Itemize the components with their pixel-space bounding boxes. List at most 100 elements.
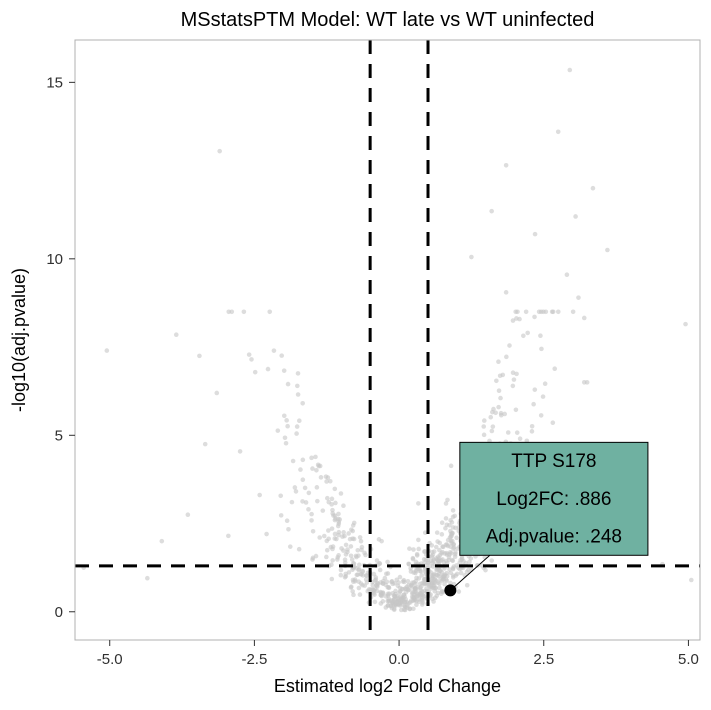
data-point bbox=[326, 528, 331, 533]
data-point bbox=[440, 520, 445, 525]
data-point bbox=[538, 333, 543, 338]
data-point bbox=[454, 536, 459, 541]
data-point bbox=[414, 576, 419, 581]
data-point bbox=[411, 598, 416, 603]
data-point bbox=[445, 498, 450, 503]
data-point bbox=[337, 530, 342, 535]
data-point bbox=[420, 598, 425, 603]
data-point bbox=[291, 459, 296, 464]
data-point bbox=[504, 355, 509, 360]
data-point bbox=[324, 555, 329, 560]
data-point bbox=[359, 539, 364, 544]
data-point bbox=[446, 544, 451, 549]
data-point bbox=[354, 555, 359, 560]
data-point bbox=[386, 603, 391, 608]
data-point bbox=[420, 593, 425, 598]
data-point bbox=[364, 577, 369, 582]
data-point bbox=[325, 548, 330, 553]
data-point bbox=[272, 348, 277, 353]
data-point bbox=[455, 572, 460, 577]
data-point bbox=[525, 331, 530, 336]
volcano-plot-container: TTP S178Log2FC: .886Adj.pvalue: .248-5.0… bbox=[0, 0, 711, 710]
x-tick-label: 0.0 bbox=[389, 651, 410, 668]
data-point bbox=[490, 429, 495, 434]
data-point bbox=[346, 531, 351, 536]
data-point bbox=[465, 570, 470, 575]
data-point bbox=[513, 309, 518, 314]
data-point bbox=[453, 526, 458, 531]
data-point bbox=[267, 309, 272, 314]
data-point bbox=[276, 428, 281, 433]
data-point bbox=[330, 497, 335, 502]
data-point bbox=[266, 367, 271, 372]
data-point bbox=[524, 309, 529, 314]
y-tick-label: 0 bbox=[55, 604, 63, 621]
data-point bbox=[551, 420, 556, 425]
data-point bbox=[416, 547, 421, 552]
data-point bbox=[309, 512, 314, 517]
data-point bbox=[358, 572, 363, 577]
data-point bbox=[293, 485, 298, 490]
volcano-plot-svg: TTP S178Log2FC: .886Adj.pvalue: .248-5.0… bbox=[0, 0, 711, 710]
data-point bbox=[539, 309, 544, 314]
data-point bbox=[385, 579, 390, 584]
data-point bbox=[301, 477, 306, 482]
data-point bbox=[444, 559, 449, 564]
data-point bbox=[349, 553, 354, 558]
data-point bbox=[407, 607, 412, 612]
data-point bbox=[296, 371, 301, 376]
data-point bbox=[309, 456, 314, 461]
data-point bbox=[511, 318, 516, 323]
data-point bbox=[400, 587, 405, 592]
data-point bbox=[406, 561, 411, 566]
data-point bbox=[498, 396, 503, 401]
chart-title: MSstatsPTM Model: WT late vs WT uninfect… bbox=[181, 9, 595, 31]
data-point bbox=[429, 543, 434, 548]
data-point bbox=[451, 567, 456, 572]
data-point bbox=[489, 209, 494, 214]
data-point bbox=[311, 529, 316, 534]
data-point bbox=[340, 534, 345, 539]
data-point bbox=[504, 290, 509, 295]
data-point bbox=[482, 433, 487, 438]
x-tick-label: -5.0 bbox=[97, 651, 123, 668]
data-point bbox=[591, 186, 596, 191]
data-point bbox=[330, 511, 335, 516]
data-point bbox=[286, 527, 291, 532]
callout-text-line: TTP S178 bbox=[511, 451, 596, 472]
data-point bbox=[145, 576, 150, 581]
data-point bbox=[416, 538, 421, 543]
data-point bbox=[436, 559, 441, 564]
data-point bbox=[247, 352, 252, 357]
data-point bbox=[339, 546, 344, 551]
data-point bbox=[328, 479, 333, 484]
y-tick-label: 10 bbox=[46, 251, 63, 268]
data-point bbox=[518, 436, 523, 441]
data-point bbox=[331, 544, 336, 549]
data-point bbox=[440, 544, 445, 549]
data-point bbox=[352, 521, 357, 526]
data-point bbox=[379, 601, 384, 606]
data-point bbox=[453, 552, 458, 557]
data-point bbox=[317, 464, 322, 469]
data-point bbox=[330, 577, 335, 582]
data-point bbox=[303, 486, 308, 491]
data-point bbox=[444, 522, 449, 527]
data-point bbox=[514, 372, 519, 377]
data-point bbox=[338, 573, 343, 578]
data-point bbox=[389, 598, 394, 603]
data-point bbox=[530, 429, 535, 434]
data-point bbox=[491, 424, 496, 429]
data-point bbox=[433, 595, 438, 600]
data-point bbox=[386, 592, 391, 597]
data-point bbox=[544, 309, 549, 314]
data-point bbox=[325, 496, 330, 501]
data-point bbox=[278, 493, 283, 498]
data-point bbox=[358, 592, 363, 597]
data-point bbox=[507, 343, 512, 348]
data-point bbox=[434, 573, 439, 578]
data-point bbox=[411, 557, 416, 562]
data-point bbox=[257, 493, 262, 498]
data-point bbox=[282, 368, 287, 373]
data-point bbox=[571, 309, 576, 314]
